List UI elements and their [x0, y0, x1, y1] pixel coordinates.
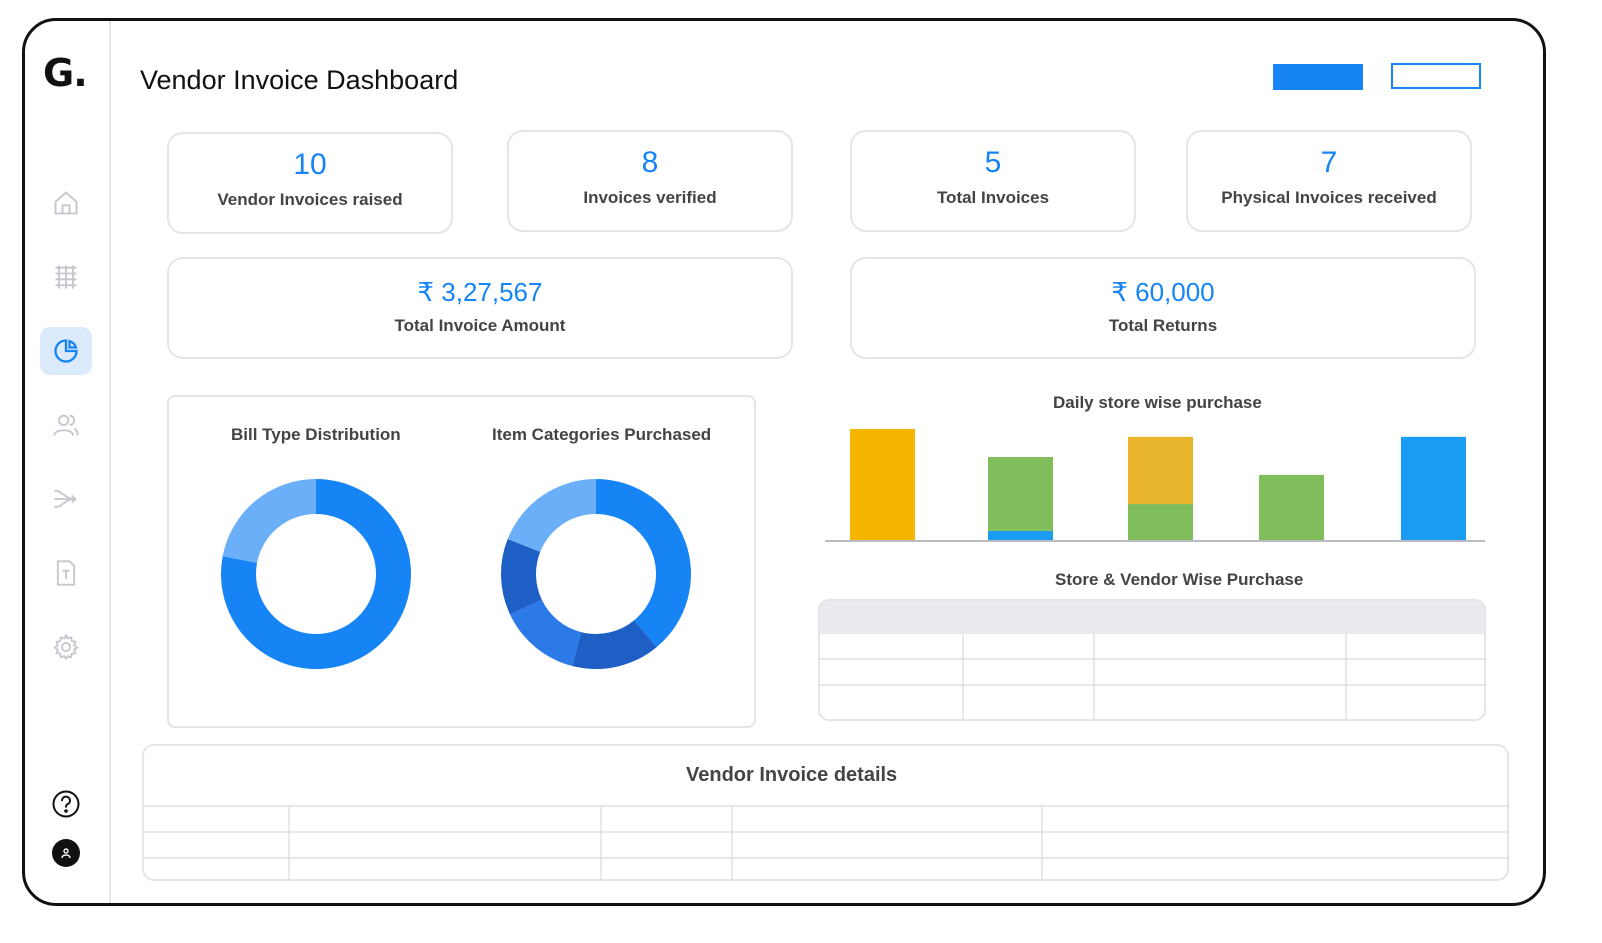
logo: G. — [43, 51, 88, 95]
total-invoice-amount-card: ₹ 3,27,567 Total Invoice Amount — [167, 257, 793, 359]
store-vendor-table — [818, 599, 1486, 721]
total-label: Total Invoice Amount — [394, 316, 566, 335]
stat-value: 7 — [1320, 146, 1338, 179]
bar-segment — [988, 457, 1053, 531]
stat-label: Invoices verified — [583, 188, 717, 207]
secondary-action-button[interactable] — [1391, 63, 1481, 89]
app-window: G. Vendor Invoice Dashboard 10 — [22, 18, 1546, 906]
vendor-invoice-details-table — [144, 805, 1509, 880]
avatar[interactable] — [52, 839, 80, 867]
donut-slice — [510, 599, 582, 667]
stat-value: 10 — [293, 148, 327, 181]
primary-action-button[interactable] — [1273, 64, 1363, 90]
question-icon[interactable] — [51, 789, 81, 819]
sidebar-item-settings[interactable] — [40, 623, 92, 671]
bill-type-donut-chart — [221, 479, 411, 669]
user-icon — [61, 848, 71, 859]
total-returns-card: ₹ 60,000 Total Returns — [850, 257, 1476, 359]
sidebar-item-home[interactable] — [40, 179, 92, 227]
donut-slice — [507, 479, 596, 552]
total-value: ₹ 60,000 — [1111, 277, 1215, 307]
page-title: Vendor Invoice Dashboard — [140, 65, 459, 95]
donut-slice — [572, 620, 657, 669]
vendor-invoice-details-title: Vendor Invoice details — [686, 764, 898, 786]
stat-card-physical-invoices: 7 Physical Invoices received — [1186, 130, 1472, 232]
stat-card-total-invoices: 5 Total Invoices — [850, 130, 1136, 232]
merge-icon — [54, 489, 77, 509]
stat-label: Physical Invoices received — [1221, 188, 1437, 207]
stat-card-invoices-verified: 8 Invoices verified — [507, 130, 793, 232]
total-value: ₹ 3,27,567 — [417, 277, 543, 307]
gear-icon — [53, 633, 79, 661]
stat-value: 8 — [641, 146, 659, 179]
stat-label: Vendor Invoices raised — [217, 190, 403, 209]
sidebar: G. — [25, 21, 111, 903]
sidebar-item-dashboard[interactable] — [40, 327, 92, 375]
vendor-invoice-details-panel: Vendor Invoice details — [142, 744, 1509, 881]
distribution-charts-panel: Bill Type Distribution Item Categories P… — [167, 395, 756, 728]
store-vendor-table-title: Store & Vendor Wise Purchase — [1055, 570, 1304, 589]
stat-card-invoices-raised: 10 Vendor Invoices raised — [167, 132, 453, 234]
item-categories-chart-title: Item Categories Purchased — [492, 425, 712, 444]
bar-segment — [988, 530, 1053, 541]
donut-slice — [222, 479, 316, 563]
home-icon — [54, 191, 78, 215]
bar-segment — [1128, 436, 1193, 505]
document-icon — [56, 560, 76, 586]
stat-value: 5 — [984, 146, 1002, 179]
total-label: Total Returns — [1108, 316, 1218, 335]
table-header — [820, 601, 1484, 634]
daily-store-bar-chart — [825, 429, 1485, 542]
donut-slice — [596, 479, 691, 648]
sidebar-item-grid[interactable] — [40, 253, 92, 301]
bar-segment — [1128, 504, 1193, 541]
donut-slice — [501, 539, 542, 615]
donut-slice — [221, 479, 411, 669]
pie-chart-icon — [54, 339, 78, 363]
bar-segment — [1401, 436, 1466, 541]
sidebar-item-users[interactable] — [40, 401, 92, 449]
stat-label: Total Invoices — [936, 188, 1050, 207]
users-icon — [53, 414, 79, 436]
bar-segment — [1259, 474, 1324, 541]
grid-icon — [55, 265, 77, 289]
daily-store-chart-title: Daily store wise purchase — [1053, 393, 1262, 412]
bill-type-chart-title: Bill Type Distribution — [231, 425, 401, 444]
sidebar-item-flows[interactable] — [40, 475, 92, 523]
bar-segment — [850, 429, 915, 541]
item-categories-donut-chart — [501, 479, 691, 669]
sidebar-item-documents[interactable] — [40, 549, 92, 597]
